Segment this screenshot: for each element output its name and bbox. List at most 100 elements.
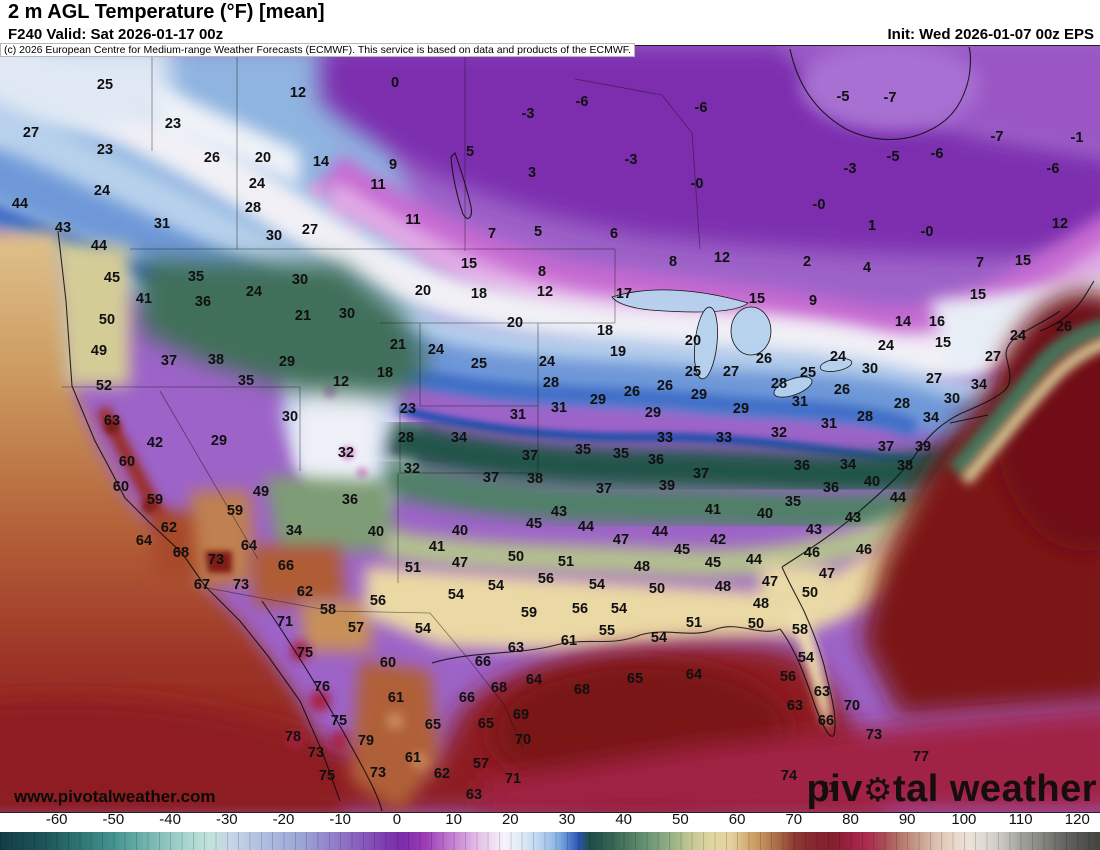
temp-label: 12 xyxy=(713,250,731,266)
temp-label: 58 xyxy=(791,622,809,638)
temp-label: 15 xyxy=(460,256,478,272)
temp-label: 59 xyxy=(146,492,164,508)
temp-label: 15 xyxy=(1014,253,1032,269)
temp-label: 29 xyxy=(278,354,296,370)
temp-label: -1 xyxy=(1070,130,1084,146)
temp-label: -6 xyxy=(694,100,708,116)
temp-label: 73 xyxy=(207,552,225,568)
temp-label: 26 xyxy=(1055,319,1073,335)
temp-label: 44 xyxy=(651,524,669,540)
temp-label: 50 xyxy=(648,581,666,597)
temp-label: 24 xyxy=(538,354,556,370)
temp-label: 55 xyxy=(598,623,616,639)
temp-label: 29 xyxy=(210,433,228,449)
colorbar-tick: -30 xyxy=(215,811,238,828)
temp-label: 45 xyxy=(704,555,722,571)
temp-label: 39 xyxy=(914,439,932,455)
temp-label: 31 xyxy=(820,416,838,432)
temp-label: 62 xyxy=(160,520,178,536)
temp-label: 43 xyxy=(550,504,568,520)
logo-text-pre: piv xyxy=(806,768,863,810)
temp-label: 37 xyxy=(877,439,895,455)
temp-label: 24 xyxy=(829,349,847,365)
temp-label: -3 xyxy=(843,161,857,177)
temp-label: 27 xyxy=(722,364,740,380)
temp-label: 7 xyxy=(487,226,497,242)
colorbar-tick-labels: -60 -50 -40 -30 -20 -10 0 10 20 30 40 50 60 70 80 90 100… xyxy=(0,811,1100,831)
temp-label: 64 xyxy=(685,667,703,683)
gear-icon: ⚙ xyxy=(862,770,893,809)
temp-label: 4 xyxy=(862,260,872,276)
temp-label: 17 xyxy=(615,286,633,302)
temp-label: -7 xyxy=(990,129,1004,145)
temp-label: 51 xyxy=(404,560,422,576)
colorbar-tick: 30 xyxy=(558,811,576,828)
temp-label: 43 xyxy=(805,522,823,538)
lakes xyxy=(611,289,853,398)
temp-label: 73 xyxy=(307,745,325,761)
temp-label: 26 xyxy=(623,384,641,400)
temp-label: 12 xyxy=(289,85,307,101)
colorbar-tick: -60 xyxy=(45,811,68,828)
temp-label: 20 xyxy=(506,315,524,331)
temp-label: 54 xyxy=(588,577,606,593)
temp-label: 71 xyxy=(819,780,837,796)
temp-label: 35 xyxy=(784,494,802,510)
temp-label: 41 xyxy=(428,539,446,555)
temp-label: 1 xyxy=(867,218,877,234)
temp-label: 78 xyxy=(284,729,302,745)
temp-label: 30 xyxy=(281,409,299,425)
temp-label: 56 xyxy=(571,601,589,617)
colorbar-cells xyxy=(0,832,1100,850)
temp-label: 24 xyxy=(427,342,445,358)
temp-label: 38 xyxy=(896,458,914,474)
temp-label: 60 xyxy=(379,655,397,671)
temp-label: 15 xyxy=(748,291,766,307)
temp-label: 71 xyxy=(504,771,522,787)
temp-label: 43 xyxy=(844,510,862,526)
temp-label: 20 xyxy=(254,150,272,166)
temp-label: -0 xyxy=(690,176,704,192)
logo-text-post: tal weather xyxy=(892,768,1097,810)
temp-label: 68 xyxy=(490,680,508,696)
temp-label: 35 xyxy=(237,373,255,389)
temp-label: 31 xyxy=(791,394,809,410)
temp-label: 27 xyxy=(925,371,943,387)
temp-label: 44 xyxy=(577,519,595,535)
temp-label: 25 xyxy=(470,356,488,372)
temp-label: 24 xyxy=(248,176,266,192)
temp-label: 18 xyxy=(376,365,394,381)
temp-label: 56 xyxy=(779,669,797,685)
temp-label: 31 xyxy=(550,400,568,416)
temp-label: 31 xyxy=(153,216,171,232)
temp-label: 65 xyxy=(626,671,644,687)
temp-label: 63 xyxy=(103,413,121,429)
temp-label: 5 xyxy=(533,224,543,240)
colorbar-tick: -50 xyxy=(102,811,125,828)
temp-label: 14 xyxy=(312,154,330,170)
temp-label: 52 xyxy=(95,378,113,394)
temp-label: 36 xyxy=(793,458,811,474)
temp-label: 20 xyxy=(684,333,702,349)
temp-label: 60 xyxy=(118,454,136,470)
temp-label: 38 xyxy=(207,352,225,368)
temp-label: 23 xyxy=(96,142,114,158)
temp-label: 47 xyxy=(451,555,469,571)
state-borders xyxy=(62,49,701,750)
temp-label: 66 xyxy=(458,690,476,706)
temp-label: 66 xyxy=(817,713,835,729)
temp-label: 42 xyxy=(146,435,164,451)
map-graphic xyxy=(0,46,1100,812)
temp-label: 74 xyxy=(780,768,798,784)
temperature-field xyxy=(0,46,1100,812)
temp-label: 64 xyxy=(525,672,543,688)
temp-label: 41 xyxy=(704,502,722,518)
temp-label: 49 xyxy=(90,343,108,359)
watermark: www.pivotalweather.com xyxy=(14,787,216,806)
temp-label: 40 xyxy=(451,523,469,539)
temp-label: 20 xyxy=(414,283,432,299)
temp-label: 28 xyxy=(542,375,560,391)
temp-label: 44 xyxy=(745,552,763,568)
colorbar-tick: -40 xyxy=(159,811,181,828)
temp-label: 32 xyxy=(403,461,421,477)
